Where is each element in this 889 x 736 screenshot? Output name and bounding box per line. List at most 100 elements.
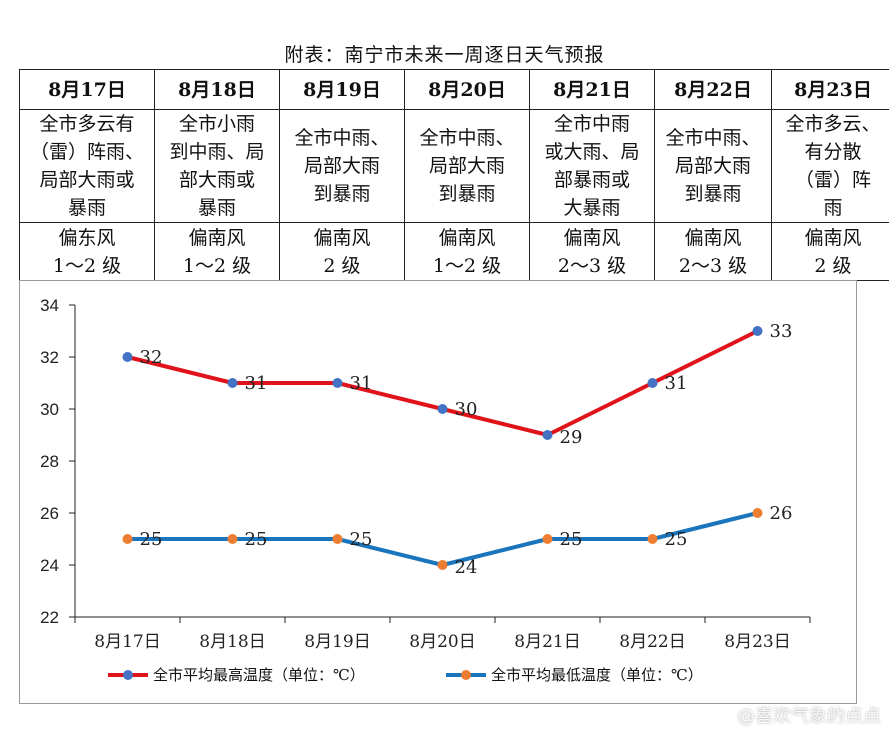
wind-cell: 偏南风 2 级 [771,222,889,281]
weather-line: 全市多云、 [785,113,881,135]
date-cell: 8月19日 [279,69,405,110]
wind-line: 2～3 级 [557,254,627,277]
weather-cell: 全市中雨、 局部大雨 到暴雨 [654,109,772,223]
data-point [542,534,553,544]
data-point [332,378,343,388]
x-tick-label: 8月19日 [304,632,370,652]
weather-line: 到暴雨 [313,183,371,205]
weather-cell: 全市多云有 （雷）阵雨、 局部大雨或暴雨 [19,109,155,223]
weather-line: 大暴雨 [563,197,621,219]
weather-line: 暴雨 [197,197,236,219]
wind-line: 1～2 级 [182,254,252,277]
weather-line: 部大雨或 [178,169,255,191]
y-tick-label: 22 [40,608,59,627]
data-label: 25 [245,529,268,550]
data-label: 25 [560,529,583,550]
data-label: 25 [350,529,373,550]
date-cell: 8月17日 [19,69,155,110]
chart-svg: 22 24 26 28 30 32 34 8月17日 8月18日 8月19日 8月20日 8月21日 8… [40,296,811,684]
date-cell: 8月18日 [154,69,280,110]
wind-line: 1～2 级 [52,254,122,277]
weather-cell: 全市多云、 有分散 （雷）阵雨 [771,109,889,223]
legend-label: 全市平均最低温度（单位：℃） [491,666,703,684]
watermark: @喜欢气象的点点 [737,706,881,727]
weather-line: 局部大雨 [303,155,380,177]
wind-line: 偏南风 [188,226,246,249]
data-label: 31 [665,373,688,394]
data-label: 32 [140,347,163,368]
wind-line: 2～3 级 [678,254,748,277]
weather-line: 全市多云有 [39,113,135,135]
date-cell: 8月20日 [404,69,530,110]
y-tick-label: 26 [40,504,59,523]
data-point [542,430,553,440]
wind-cell: 偏南风 1～2 级 [154,222,280,281]
wind-line: 偏南风 [684,226,742,249]
wind-cell: 偏南风 2 级 [279,222,405,281]
x-tick-label: 8月17日 [94,632,160,652]
data-point [332,534,343,544]
wind-line: 2 级 [814,254,852,277]
weather-line: 局部大雨或 [39,169,135,191]
series-line-low [127,511,758,567]
data-point [752,508,763,518]
wind-cell: 偏南风 2～3 级 [654,222,772,281]
weather-line: 或大雨、局 [544,141,640,163]
data-label: 24 [455,557,478,578]
weather-row: 全市多云有 （雷）阵雨、 局部大雨或 暴雨 全市小雨 到中雨、局 部大雨或 暴雨 全市中雨、 局部… [19,109,889,223]
data-point [227,534,238,544]
x-tick-label: 8月20日 [409,632,475,652]
weather-line: 到中雨、局 [169,141,265,163]
data-point [437,560,448,570]
weather-line: 全市中雨、 [665,127,761,149]
data-point [647,534,658,544]
y-tick-label: 32 [40,348,59,367]
legend-marker [461,670,471,680]
wind-line: 偏南风 [438,226,496,249]
weather-line: 部暴雨或 [553,169,630,191]
data-label: 25 [140,529,163,550]
wind-line: 1～2 级 [432,254,502,277]
forecast-table: 8月17日 8月18日 8月19日 8月20日 8月21日 8月22日 8月23日 全市多云… [19,69,889,281]
weather-cell: 全市小雨到中雨、局部大雨或暴雨 [154,109,280,223]
weather-line: 全市小雨 [178,113,255,135]
data-point [227,378,238,388]
weather-line: 局部大雨 [674,155,751,177]
table-title: 附表：南宁市未来一周逐日天气预报 [284,44,605,66]
data-point [122,352,133,362]
data-point [647,378,658,388]
weather-cell: 全市中雨、 局部大雨 到暴雨 [279,109,405,223]
data-point [437,404,448,414]
weather-line: 暴雨 [67,197,106,219]
x-tick-label: 8月23日 [724,632,790,652]
x-tick-label: 8月18日 [199,632,265,652]
x-tick-label: 8月21日 [514,632,580,652]
date-cell: 8月22日 [654,69,772,110]
weather-line: 雨 [823,197,843,219]
wind-line: 偏南风 [563,226,621,249]
data-label: 31 [245,373,268,394]
temperature-chart: 22 24 26 28 30 32 34 8月17日 8月18日 8月19日 8月20日 8月21日 8… [19,280,857,704]
data-label: 29 [560,427,583,448]
date-cell: 8月23日 [771,69,889,110]
legend-marker [123,670,133,680]
data-point [122,534,133,544]
wind-cell: 偏南风 1～2 级 [404,222,530,281]
wind-cell: 偏南风 2～3 级 [529,222,655,281]
weather-line: 到暴雨 [438,183,496,205]
data-label: 30 [455,399,478,420]
weather-line: （雷）阵 [794,169,871,191]
x-tick-label: 8月22日 [619,632,685,652]
wind-line: 2 级 [323,254,361,277]
weather-cell: 全市中雨、 局部大雨 到暴雨 [404,109,530,223]
y-tick-label: 34 [40,296,59,315]
weather-line: 全市中雨 [553,113,630,135]
weather-cell: 全市中雨或大雨、局部暴雨或大暴雨 [529,109,655,223]
weather-line: （雷）阵雨、 [29,141,144,163]
data-point [752,326,763,336]
wind-row: 偏东风 1～2 级偏南风 1～2 级偏南风 2 级偏南风 1～2 级偏南风 2～3 级偏南… [19,222,889,281]
weather-line: 全市中雨、 [419,127,515,149]
date-row: 8月17日 8月18日 8月19日 8月20日 8月21日 8月22日 8月23日 [19,69,889,110]
y-tick-label: 28 [40,452,59,471]
data-label: 26 [770,503,793,524]
